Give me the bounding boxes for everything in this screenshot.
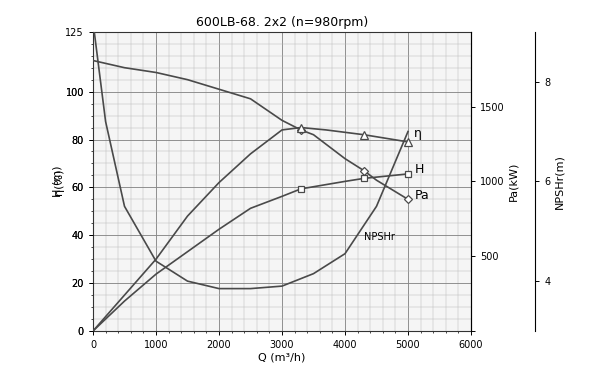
- Y-axis label: η(%): η(%): [54, 168, 64, 194]
- Text: NPSHr: NPSHr: [364, 232, 395, 242]
- Text: η: η: [415, 127, 422, 140]
- Title: 600LB-68. 2x2 (n=980rpm): 600LB-68. 2x2 (n=980rpm): [196, 16, 368, 29]
- Y-axis label: H (m): H (m): [53, 166, 62, 197]
- Y-axis label: NPSHr(m): NPSHr(m): [554, 154, 565, 209]
- Text: H: H: [415, 163, 424, 176]
- Y-axis label: Pa(kW): Pa(kW): [509, 162, 519, 201]
- Text: Pa: Pa: [415, 189, 429, 202]
- X-axis label: Q (m³/h): Q (m³/h): [259, 353, 305, 363]
